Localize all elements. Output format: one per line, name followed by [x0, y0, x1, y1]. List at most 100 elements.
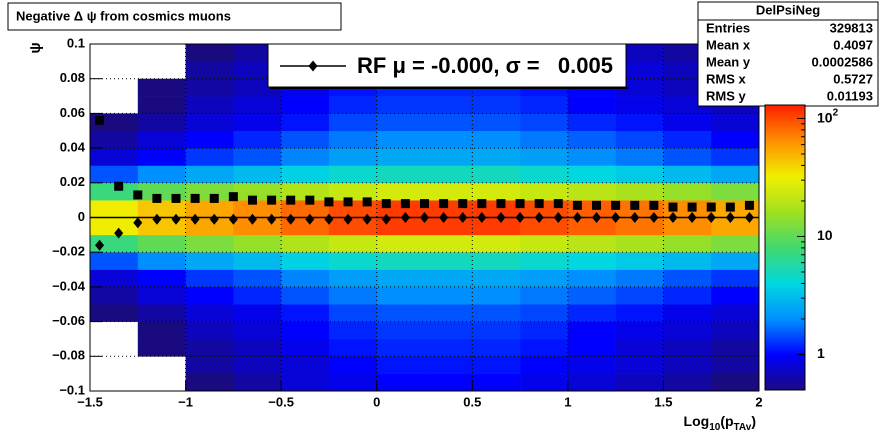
square-marker — [420, 199, 429, 209]
heat-cell — [90, 234, 139, 253]
x-axis-label-part: ) — [751, 413, 756, 429]
stats-value: 0.5727 — [833, 71, 873, 86]
palette-step — [765, 381, 805, 385]
heat-cell — [472, 130, 521, 149]
heat-cell — [520, 165, 569, 184]
heat-cell — [520, 356, 569, 374]
heat-cell — [185, 96, 234, 114]
square-marker — [458, 199, 468, 209]
heat-cell — [376, 321, 425, 340]
palette-step — [765, 108, 805, 112]
palette-step — [765, 117, 805, 121]
heat-cell — [520, 148, 569, 166]
heat-cell — [424, 148, 473, 166]
palette-step — [765, 144, 805, 148]
heat-cell — [472, 113, 521, 132]
heat-cell — [376, 269, 425, 288]
heat-cell — [663, 321, 712, 340]
palette-step — [765, 180, 805, 184]
diamond-marker — [362, 213, 372, 225]
heat-cell — [567, 165, 616, 184]
square-marker — [247, 195, 257, 205]
diamond-marker — [171, 213, 181, 225]
palette-step — [765, 129, 805, 133]
heat-cell — [520, 217, 569, 236]
heat-cell — [520, 252, 569, 270]
heat-cell — [376, 96, 425, 114]
heat-cell — [424, 373, 473, 392]
heat-cell — [328, 321, 378, 340]
square-marker — [515, 199, 525, 209]
heat-cell — [281, 113, 330, 132]
diamond-marker — [668, 212, 678, 223]
square-marker — [553, 199, 563, 209]
heat-cell — [233, 338, 282, 357]
square-marker — [95, 115, 105, 125]
heat-cell — [663, 269, 712, 288]
palette-step — [765, 210, 805, 214]
heat-cell — [567, 182, 616, 201]
heat-cell — [185, 148, 234, 166]
heat-cell — [711, 286, 760, 305]
heat-cell — [90, 165, 139, 184]
square-marker — [744, 200, 754, 210]
heat-cell — [424, 304, 473, 322]
heat-cell — [376, 148, 425, 166]
heat-cell — [424, 234, 473, 253]
square-marker — [190, 193, 200, 203]
heat-cell — [663, 182, 712, 201]
diamond-marker — [381, 213, 391, 225]
heat-cell — [185, 165, 234, 184]
heat-cell — [233, 113, 282, 132]
diamond-marker — [247, 213, 257, 225]
diamond-marker — [114, 227, 124, 239]
heat-cell — [615, 304, 664, 322]
palette-step — [765, 216, 805, 220]
palette-step — [765, 327, 805, 331]
palette-step — [765, 150, 805, 154]
heat-cell — [615, 356, 664, 374]
heat-cell — [567, 286, 616, 305]
diamond-marker — [611, 212, 621, 223]
palette-step — [765, 351, 805, 355]
heat-cell — [520, 96, 569, 114]
heat-cell — [328, 252, 378, 270]
heat-cell — [472, 304, 521, 322]
heat-cell — [185, 286, 234, 305]
y-tick-label: 0.04 — [60, 140, 86, 155]
heat-cell — [615, 44, 664, 62]
heat-cell — [376, 356, 425, 374]
palette-step — [765, 225, 805, 229]
heat-cell — [615, 234, 664, 253]
palette-step — [765, 156, 805, 160]
palette-step — [765, 252, 805, 256]
diamond-marker — [534, 212, 544, 223]
x-axis-label-part: (p — [720, 413, 733, 429]
heat-cell — [472, 217, 521, 236]
heat-cell — [185, 338, 234, 357]
palette-step — [765, 306, 805, 310]
heat-cell — [567, 148, 616, 166]
heat-cell — [185, 356, 234, 374]
heat-cell — [233, 269, 282, 288]
heat-cell — [472, 269, 521, 288]
heat-cell — [520, 304, 569, 322]
heat-cell — [185, 200, 234, 218]
palette-step — [765, 384, 805, 388]
square-marker — [362, 197, 372, 207]
heat-cell — [472, 252, 521, 270]
heat-cell — [328, 113, 378, 132]
heat-cell — [567, 252, 616, 270]
palette-step — [765, 201, 805, 205]
palette-step — [765, 123, 805, 127]
palette-step — [765, 300, 805, 304]
heat-cell — [520, 321, 569, 340]
heat-cell — [567, 269, 616, 288]
palette-step — [765, 270, 805, 274]
palette-step — [765, 333, 805, 337]
heat-cell — [711, 182, 760, 201]
palette-step — [765, 288, 805, 292]
heat-cell — [185, 304, 234, 322]
diamond-marker — [649, 212, 659, 223]
heat-cell — [185, 269, 234, 288]
